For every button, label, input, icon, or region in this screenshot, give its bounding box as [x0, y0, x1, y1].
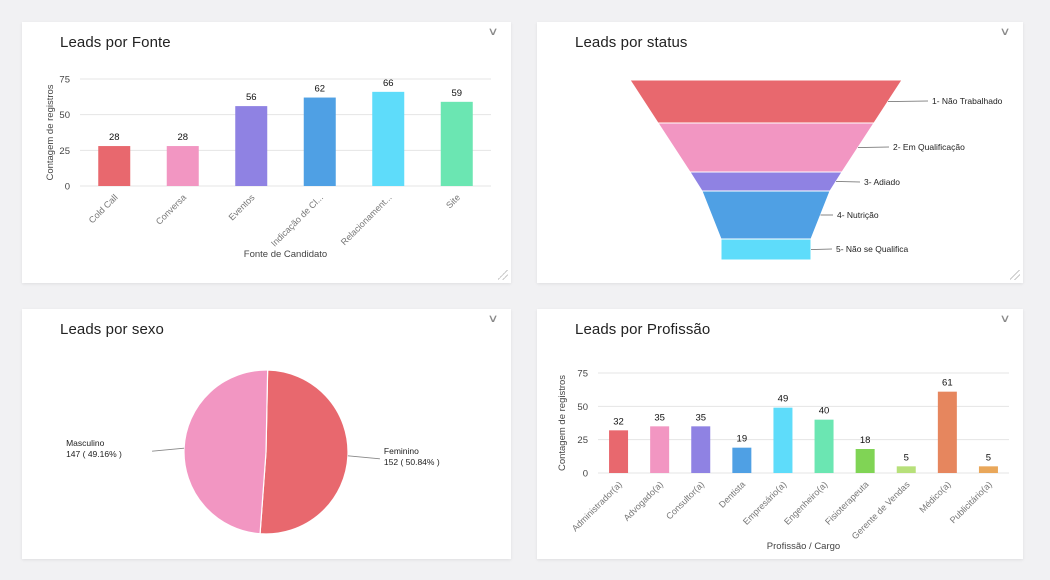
funnel-segment [629, 79, 903, 124]
data-label: 66 [383, 78, 394, 89]
funnel-segment [701, 190, 831, 240]
resize-grip-icon[interactable] [1010, 270, 1020, 280]
y-tick-label: 50 [577, 402, 588, 413]
y-axis-label: Contagem de registros [557, 375, 568, 471]
chevron-down-icon[interactable]: ∨ [487, 313, 499, 325]
funnel-label: 2- Em Qualificação [893, 142, 965, 152]
bar [235, 106, 268, 186]
funnel-segment [657, 122, 875, 173]
bar-chart-profissao: 0 25 50 75 Contagem de registros 32 Administra… [557, 369, 1009, 552]
card-leads-por-sexo: Leads por sexo ∨ Feminino 152 ( 50.84% ) M… [22, 309, 511, 559]
funnel-label: 1- Não Trabalhado [932, 96, 1003, 106]
x-tick-label: Eventos [227, 192, 257, 222]
data-label: 40 [819, 406, 830, 417]
bar [691, 426, 711, 473]
data-label: 35 [695, 412, 706, 423]
x-tick-label: Indicação de Cl... [269, 192, 325, 248]
pie-label: Masculino [66, 438, 105, 448]
card-leads-por-profissao: Leads por Profissão ∨ 0 25 50 75 Contagem de… [537, 309, 1023, 559]
leader-line [810, 248, 833, 250]
data-label: 35 [654, 412, 665, 423]
y-tick-label: 50 [59, 110, 70, 121]
data-label: 32 [613, 416, 624, 427]
bar [650, 426, 670, 473]
x-tick-label: Médico(a) [917, 479, 952, 514]
leader-line [857, 146, 890, 148]
x-axis-label: Profissão / Cargo [767, 541, 840, 552]
y-axis-label: Contagem de registros [45, 84, 56, 180]
y-tick-label: 25 [59, 146, 70, 157]
pie-value-label: 147 ( 49.16% ) [66, 449, 122, 459]
bar [896, 466, 916, 473]
data-label: 5 [904, 452, 909, 463]
data-label: 49 [778, 394, 789, 405]
bar [978, 466, 998, 473]
data-label: 19 [737, 434, 748, 445]
x-tick-label: Relacionament... [339, 192, 394, 247]
data-label: 18 [860, 435, 871, 446]
leader-line [152, 447, 185, 452]
card-title: Leads por Fonte [60, 34, 171, 51]
bar [937, 391, 957, 473]
bar [855, 449, 875, 473]
x-tick-label: Site [444, 192, 462, 210]
y-tick-label: 0 [583, 469, 588, 480]
y-tick-label: 0 [65, 182, 70, 193]
x-tick-label: Dentista [717, 479, 747, 509]
y-tick-label: 75 [59, 75, 70, 86]
card-title: Leads por sexo [60, 321, 164, 338]
funnel-segment [689, 171, 843, 192]
data-label: 62 [314, 84, 325, 95]
funnel-label: 4- Nutrição [837, 210, 879, 220]
y-tick-label: 75 [577, 369, 588, 380]
data-label: 28 [109, 132, 120, 143]
x-tick-label: Advogado(a) [622, 479, 666, 523]
bar [166, 146, 199, 186]
funnel-label: 5- Não se Qualifica [836, 244, 909, 254]
card-title: Leads por status [575, 34, 688, 51]
data-label: 61 [942, 378, 953, 389]
x-tick-label: Conversa [154, 192, 188, 226]
bar [303, 97, 336, 186]
resize-grip-icon[interactable] [498, 270, 508, 280]
bar [372, 91, 405, 186]
leader-line [835, 181, 861, 183]
data-label: 59 [451, 88, 462, 99]
x-tick-label: Publicitário(a) [948, 479, 994, 525]
pie-label: Feminino [384, 446, 419, 456]
y-tick-label: 25 [577, 435, 588, 446]
x-tick-label: Administrador(a) [570, 479, 624, 533]
pie-slice [259, 369, 349, 535]
data-label: 56 [246, 92, 257, 103]
data-label: 28 [177, 132, 188, 143]
x-tick-label: Cold Call [87, 192, 120, 225]
card-title: Leads por Profissão [575, 321, 711, 338]
chevron-down-icon[interactable]: ∨ [487, 26, 499, 38]
funnel-chart-status: 1- Não Trabalhado 2- Em Qualificação 3- Ad… [629, 79, 1003, 261]
leader-line [887, 100, 929, 102]
data-label: 5 [986, 452, 991, 463]
pie-value-label: 152 ( 50.84% ) [384, 457, 440, 467]
pie-slice [183, 369, 269, 535]
card-leads-por-status: Leads por status ∨ 1- Não Trabalhado 2- E… [537, 22, 1023, 283]
leader-line [347, 455, 380, 460]
bar [440, 101, 473, 186]
chevron-down-icon[interactable]: ∨ [999, 26, 1011, 38]
bar [773, 407, 793, 473]
bar [609, 430, 629, 473]
funnel-segment [720, 238, 812, 261]
card-leads-por-fonte: Leads por Fonte ∨ 0 25 50 75 Contagem de reg… [22, 22, 511, 283]
x-tick-label: Consultor(a) [664, 479, 706, 521]
bar [814, 419, 834, 473]
bar [98, 146, 131, 186]
chevron-down-icon[interactable]: ∨ [999, 313, 1011, 325]
x-axis-label: Fonte de Candidato [244, 249, 327, 260]
bar [732, 447, 752, 473]
funnel-label: 3- Adiado [864, 177, 900, 187]
